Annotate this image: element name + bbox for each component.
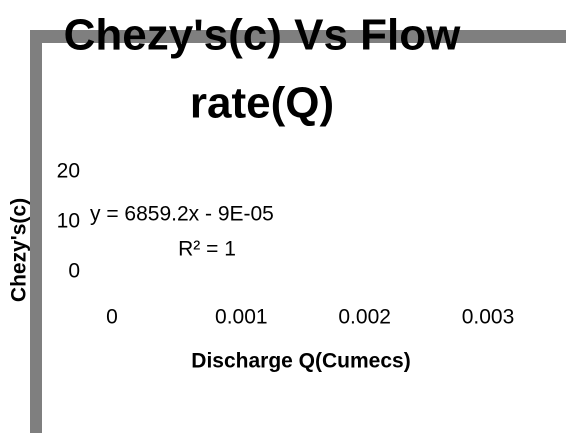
- y-tick-label: 10: [57, 210, 80, 233]
- r-squared: R² = 1: [178, 238, 236, 261]
- chart-border-top: [30, 30, 566, 43]
- chart-border-left: [30, 30, 42, 433]
- x-tick-label: 0.001: [215, 306, 268, 329]
- x-tick-label: 0.003: [462, 306, 515, 329]
- x-axis-label: Discharge Q(Cumecs): [191, 350, 410, 373]
- chart-title: rate(Q): [190, 79, 334, 128]
- y-tick-label: 20: [57, 160, 80, 183]
- x-tick-label: 0: [106, 306, 118, 329]
- x-tick-label: 0.002: [338, 306, 391, 329]
- y-tick-label: 0: [68, 260, 80, 283]
- y-axis-label: Chezy's(c): [8, 198, 31, 302]
- trendline-equation: y = 6859.2x - 9E-05: [90, 203, 274, 226]
- chart-title: Chezy's(c) Vs Flow: [64, 11, 462, 60]
